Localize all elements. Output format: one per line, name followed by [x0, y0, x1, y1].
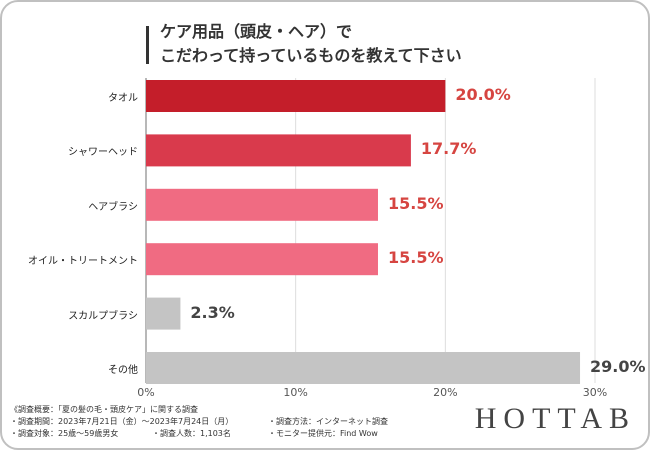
- title-accent-bar: [146, 26, 149, 64]
- bar: [146, 134, 411, 167]
- bar: [146, 352, 581, 384]
- note-target: ・調査対象：25歳～59歳男女: [10, 429, 119, 438]
- category-label: ヘアブラシ: [88, 201, 138, 213]
- x-tick-label: 20%: [433, 386, 458, 399]
- category-label: スカルプブラシ: [68, 310, 138, 322]
- bar: [146, 80, 446, 112]
- note-count: ・調査人数：1,103名: [152, 429, 231, 438]
- category-label: オイル・トリートメント: [28, 256, 138, 268]
- category-label: タオル: [108, 93, 138, 104]
- note-period: ・調査期間：2023年7月21日（金）～2023年7月24日（月）: [10, 417, 234, 426]
- category-label: その他: [108, 365, 138, 376]
- value-label: 2.3%: [190, 302, 235, 322]
- title-line-1: ケア用品（頭皮・ヘア）で: [160, 22, 353, 41]
- value-label: 20.0%: [455, 85, 511, 104]
- value-label: 17.7%: [420, 139, 477, 159]
- value-label: 15.5%: [387, 193, 444, 213]
- x-tick-label: 10%: [283, 386, 308, 399]
- title-line-2: こだわって持っているものを教えて下さい: [160, 46, 462, 65]
- note-summary: 《調査概要：「夏の髪の毛・頭皮ケア」に関する調査: [10, 405, 198, 414]
- chart-title: ケア用品（頭皮・ヘア）で こだわって持っているものを教えて下さい: [160, 20, 462, 68]
- category-label: シャワーヘッド: [68, 147, 138, 159]
- value-label: 15.5%: [387, 248, 444, 268]
- bar: [146, 188, 378, 221]
- x-tick-label: 30%: [582, 386, 608, 399]
- note-provider: ・モニター提供元：Find Wow: [268, 429, 378, 438]
- value-label: 29.0%: [590, 357, 646, 376]
- x-tick-label: 0%: [137, 386, 155, 399]
- bar: [146, 297, 181, 330]
- bar: [146, 243, 378, 276]
- note-method: ・調査方法：インターネット調査: [268, 417, 388, 426]
- brand-logo: HOTTAB: [474, 402, 636, 435]
